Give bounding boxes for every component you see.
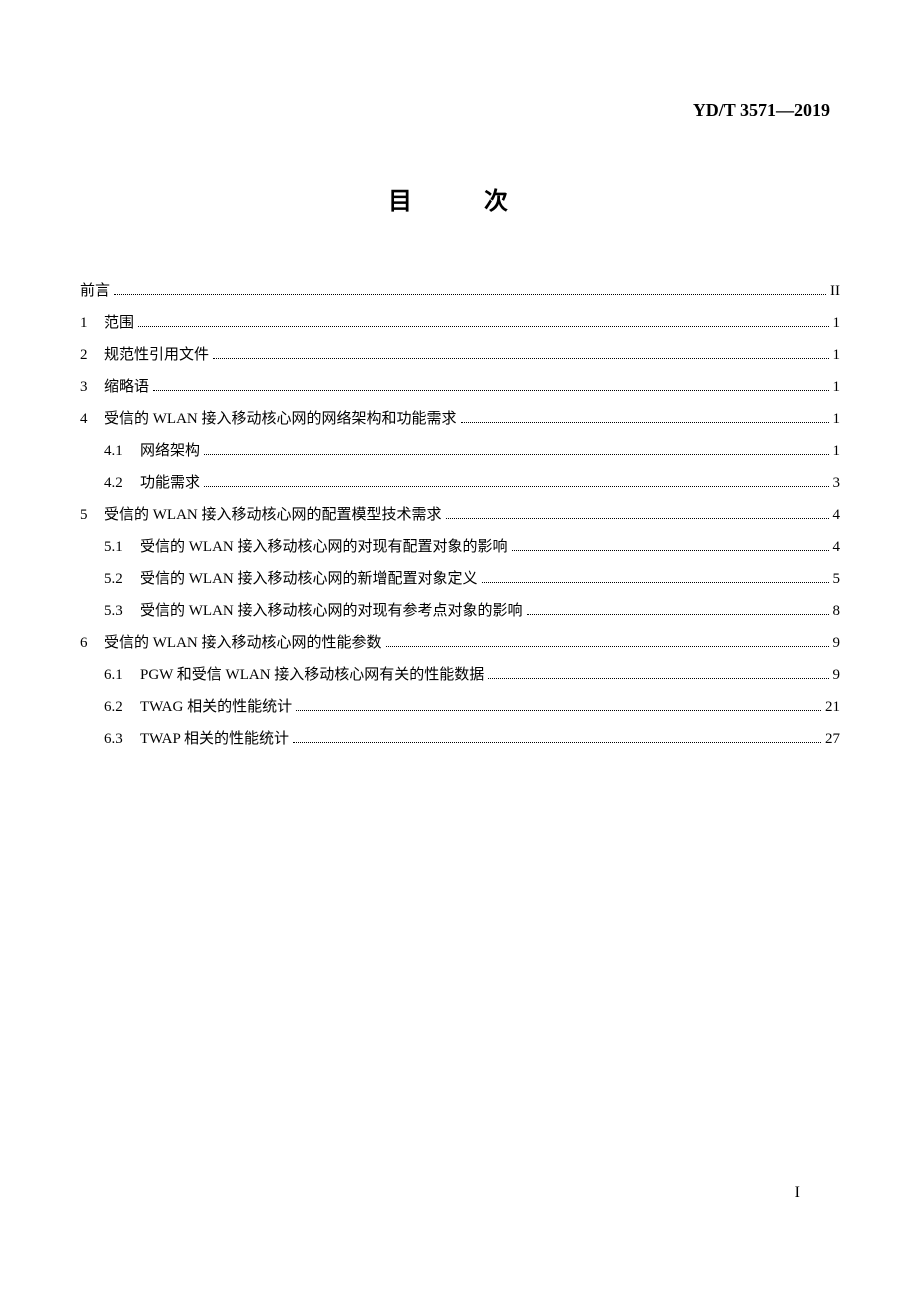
toc-page: 5 — [833, 564, 841, 594]
toc-page: 1 — [833, 308, 841, 338]
toc-label: PGW 和受信 WLAN 接入移动核心网有关的性能数据 — [140, 660, 484, 690]
document-page: YD/T 3571—2019 目 次 前言 II 1 范围 1 2 规范性引用文… — [0, 0, 920, 816]
toc-leader-dots — [488, 678, 828, 679]
toc-leader-dots — [138, 326, 828, 327]
table-of-contents: 前言 II 1 范围 1 2 规范性引用文件 1 3 缩略语 1 4 受 — [80, 276, 840, 754]
toc-label: 缩略语 — [104, 372, 149, 402]
toc-page: 1 — [833, 340, 841, 370]
toc-label: 规范性引用文件 — [104, 340, 209, 370]
toc-section-row: 5 受信的 WLAN 接入移动核心网的配置模型技术需求 4 — [80, 500, 840, 530]
toc-sub-number: 6.2 — [104, 692, 140, 722]
toc-page: 4 — [833, 532, 841, 562]
toc-label: TWAG 相关的性能统计 — [140, 692, 292, 722]
toc-sub-number: 5.3 — [104, 596, 140, 626]
toc-leader-dots — [446, 518, 829, 519]
toc-number: 2 — [80, 340, 104, 370]
toc-page: 9 — [833, 628, 841, 658]
toc-label: TWAP 相关的性能统计 — [140, 724, 289, 754]
toc-leader-dots — [153, 390, 828, 391]
toc-sub-number: 5.1 — [104, 532, 140, 562]
toc-subsection-row: 4.2 功能需求 3 — [80, 468, 840, 498]
toc-subsection-row: 5.1 受信的 WLAN 接入移动核心网的对现有配置对象的影响 4 — [80, 532, 840, 562]
toc-label: 受信的 WLAN 接入移动核心网的对现有配置对象的影响 — [140, 532, 508, 562]
toc-section-row: 1 范围 1 — [80, 308, 840, 338]
toc-leader-dots — [512, 550, 829, 551]
toc-subsection-row: 6.3 TWAP 相关的性能统计 27 — [80, 724, 840, 754]
toc-subsection-row: 6.2 TWAG 相关的性能统计 21 — [80, 692, 840, 722]
toc-sub-number: 4.1 — [104, 436, 140, 466]
toc-page: 1 — [833, 404, 841, 434]
toc-page: 3 — [833, 468, 841, 498]
toc-label: 前言 — [80, 276, 110, 306]
toc-number: 5 — [80, 500, 104, 530]
toc-leader-dots — [296, 710, 821, 711]
toc-page: 27 — [825, 724, 840, 754]
toc-preface-row: 前言 II — [80, 276, 840, 306]
toc-page: 4 — [833, 500, 841, 530]
toc-label: 受信的 WLAN 接入移动核心网的配置模型技术需求 — [104, 500, 442, 530]
toc-leader-dots — [204, 454, 828, 455]
toc-section-row: 6 受信的 WLAN 接入移动核心网的性能参数 9 — [80, 628, 840, 658]
toc-page: II — [830, 276, 840, 306]
toc-sub-number: 6.3 — [104, 724, 140, 754]
toc-label: 受信的 WLAN 接入移动核心网的网络架构和功能需求 — [104, 404, 457, 434]
toc-leader-dots — [293, 742, 821, 743]
toc-leader-dots — [114, 294, 826, 295]
toc-leader-dots — [213, 358, 828, 359]
toc-page: 1 — [833, 372, 841, 402]
toc-subsection-row: 4.1 网络架构 1 — [80, 436, 840, 466]
toc-number: 6 — [80, 628, 104, 658]
toc-number: 3 — [80, 372, 104, 402]
toc-leader-dots — [527, 614, 829, 615]
toc-page: 8 — [833, 596, 841, 626]
toc-label: 网络架构 — [140, 436, 200, 466]
toc-label: 范围 — [104, 308, 134, 338]
toc-label: 受信的 WLAN 接入移动核心网的对现有参考点对象的影响 — [140, 596, 523, 626]
toc-label: 受信的 WLAN 接入移动核心网的新增配置对象定义 — [140, 564, 478, 594]
toc-label: 受信的 WLAN 接入移动核心网的性能参数 — [104, 628, 382, 658]
toc-leader-dots — [482, 582, 829, 583]
toc-subsection-row: 5.3 受信的 WLAN 接入移动核心网的对现有参考点对象的影响 8 — [80, 596, 840, 626]
toc-leader-dots — [386, 646, 829, 647]
toc-title: 目 次 — [80, 181, 840, 216]
toc-sub-number: 4.2 — [104, 468, 140, 498]
toc-page: 1 — [833, 436, 841, 466]
toc-sub-number: 6.1 — [104, 660, 140, 690]
toc-number: 4 — [80, 404, 104, 434]
toc-subsection-row: 6.1 PGW 和受信 WLAN 接入移动核心网有关的性能数据 9 — [80, 660, 840, 690]
toc-sub-number: 5.2 — [104, 564, 140, 594]
toc-section-row: 2 规范性引用文件 1 — [80, 340, 840, 370]
toc-label: 功能需求 — [140, 468, 200, 498]
toc-section-row: 4 受信的 WLAN 接入移动核心网的网络架构和功能需求 1 — [80, 404, 840, 434]
toc-page: 9 — [833, 660, 841, 690]
toc-page: 21 — [825, 692, 840, 722]
toc-number: 1 — [80, 308, 104, 338]
standard-number: YD/T 3571—2019 — [80, 100, 840, 121]
page-number: I — [795, 1184, 800, 1202]
toc-leader-dots — [461, 422, 829, 423]
toc-subsection-row: 5.2 受信的 WLAN 接入移动核心网的新增配置对象定义 5 — [80, 564, 840, 594]
toc-leader-dots — [204, 486, 828, 487]
toc-section-row: 3 缩略语 1 — [80, 372, 840, 402]
